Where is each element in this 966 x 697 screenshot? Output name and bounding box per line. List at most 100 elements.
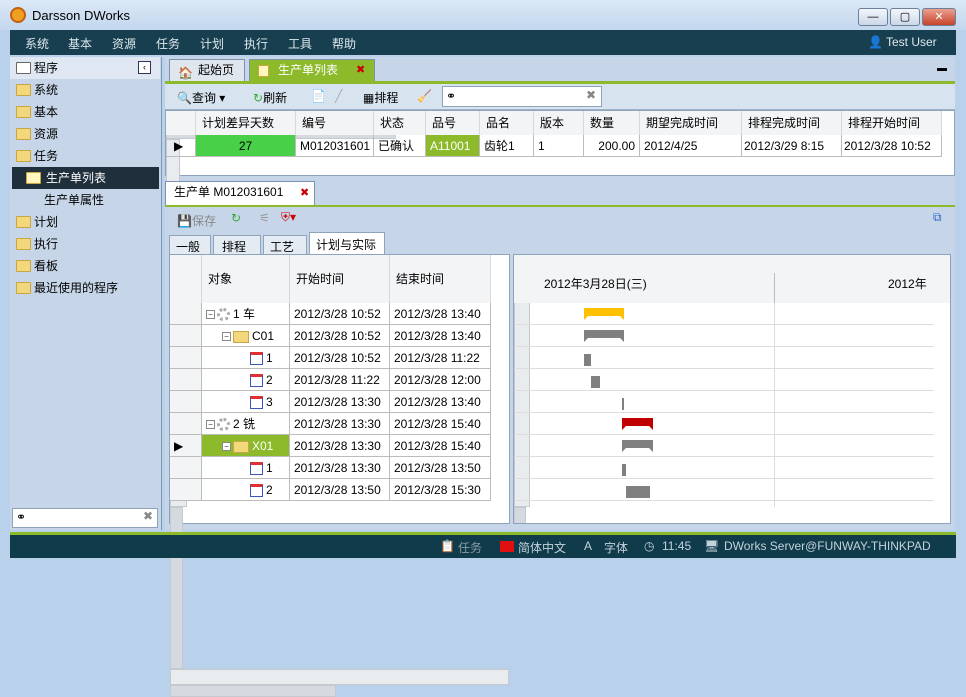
end-time-cell[interactable]: 2012/3/28 15:30 xyxy=(390,479,491,501)
subtab-general[interactable]: 一般 xyxy=(169,235,211,255)
query-button[interactable]: 🔍查询 ▾ xyxy=(177,91,226,105)
close-button[interactable]: ✕ xyxy=(922,8,956,26)
clear-search-icon[interactable]: ✖ xyxy=(585,88,596,102)
shield-icon[interactable]: ⛨▾ xyxy=(281,210,297,224)
menu-basic[interactable]: 基本 xyxy=(68,37,93,51)
column-header[interactable]: 数量 xyxy=(584,111,640,135)
tree-node[interactable]: 3 xyxy=(202,391,290,413)
end-time-cell[interactable]: 2012/3/28 13:40 xyxy=(390,303,491,325)
row-selector[interactable]: ▶ xyxy=(166,135,196,157)
table-cell[interactable]: A11001 xyxy=(426,135,480,157)
table-cell[interactable]: 齿轮1 xyxy=(480,135,534,157)
sidebar-item-system[interactable]: 系统 xyxy=(10,79,160,101)
row-selector[interactable] xyxy=(170,457,202,479)
start-time-cell[interactable]: 2012/3/28 10:52 xyxy=(290,325,390,347)
table-cell[interactable]: 2012/3/28 10:52 xyxy=(842,135,942,157)
gantt-bar[interactable] xyxy=(621,440,653,452)
column-header[interactable]: 排程开始时间 xyxy=(842,111,942,135)
tab-order-detail[interactable]: 生产单 M012031601 ✖ xyxy=(165,181,315,206)
end-time-cell[interactable]: 2012/3/28 11:22 xyxy=(390,347,491,369)
column-header[interactable]: 品名 xyxy=(480,111,534,135)
menu-resource[interactable]: 资源 xyxy=(112,37,137,51)
menu-system[interactable]: 系统 xyxy=(25,37,50,51)
table-cell[interactable]: M012031601 xyxy=(296,135,374,157)
gantt-bar[interactable] xyxy=(626,486,651,498)
subtab-schedule[interactable]: 排程 xyxy=(213,235,261,255)
column-header[interactable]: 期望完成时间 xyxy=(640,111,742,135)
menu-execute[interactable]: 执行 xyxy=(244,37,269,51)
flow-icon[interactable]: ⚟ xyxy=(259,211,270,225)
start-time-cell[interactable]: 2012/3/28 13:30 xyxy=(290,435,390,457)
row-selector[interactable] xyxy=(170,413,202,435)
new-button[interactable]: 📄 xyxy=(311,89,326,103)
sidebar-item-board[interactable]: 看板 xyxy=(10,255,160,277)
collapse-toggle-icon[interactable]: − xyxy=(206,420,215,430)
row-selector[interactable] xyxy=(170,303,202,325)
table-cell[interactable]: 27 xyxy=(196,135,296,157)
gantt-bar[interactable] xyxy=(621,464,627,476)
start-time-cell[interactable]: 2012/3/28 13:30 xyxy=(290,413,390,435)
maximize-button[interactable]: ▢ xyxy=(890,8,920,26)
subtab-process[interactable]: 工艺 xyxy=(263,235,307,255)
schedule-button[interactable]: ▦排程 xyxy=(363,91,399,105)
end-time-cell[interactable]: 2012/3/28 13:40 xyxy=(390,391,491,413)
language-menu[interactable]: 简体中文 xyxy=(518,541,567,555)
end-time-cell[interactable]: 2012/3/28 13:40 xyxy=(390,325,491,347)
refresh-icon[interactable]: ↻ xyxy=(231,211,242,225)
close-tab-icon[interactable]: ✖ xyxy=(356,64,366,76)
tree-node[interactable]: 2 xyxy=(202,479,290,501)
close-tab-icon[interactable]: ✖ xyxy=(300,187,310,199)
sidebar-item-order-list[interactable]: 生产单列表 xyxy=(12,167,159,189)
column-header[interactable]: 版本 xyxy=(534,111,584,135)
minimize-button[interactable]: — xyxy=(858,8,888,26)
end-time-cell[interactable]: 2012/3/28 15:40 xyxy=(390,413,491,435)
gantt-bar[interactable] xyxy=(584,308,625,320)
start-time-cell[interactable]: 2012/3/28 13:30 xyxy=(290,391,390,413)
start-time-cell[interactable]: 2012/3/28 10:52 xyxy=(290,347,390,369)
tree-node[interactable]: − C01 xyxy=(202,325,290,347)
start-time-cell[interactable]: 2012/3/28 13:30 xyxy=(290,457,390,479)
column-header[interactable]: 状态 xyxy=(374,111,426,135)
row-selector[interactable] xyxy=(170,347,202,369)
clean-icon[interactable]: 🧹 xyxy=(417,89,432,103)
table-cell[interactable]: 2012/3/29 8:15 xyxy=(742,135,842,157)
gantt-bar[interactable] xyxy=(621,398,625,410)
end-time-cell[interactable]: 2012/3/28 12:00 xyxy=(390,369,491,391)
row-selector[interactable]: ▶ xyxy=(170,435,202,457)
tree-node[interactable]: 1 xyxy=(202,457,290,479)
horizontal-scrollbar[interactable] xyxy=(170,669,509,685)
collapse-toggle-icon[interactable]: − xyxy=(222,332,231,342)
tree-node[interactable]: 1 xyxy=(202,347,290,369)
subtab-plan-actual[interactable]: 计划与实际 xyxy=(309,232,385,255)
row-selector[interactable] xyxy=(170,479,202,501)
table-cell[interactable]: 已确认 xyxy=(374,135,426,157)
start-time-cell[interactable]: 2012/3/28 11:22 xyxy=(290,369,390,391)
clear-search-icon[interactable]: ✖ xyxy=(142,509,153,523)
row-selector[interactable] xyxy=(170,369,202,391)
sidebar-search[interactable]: ⚭ ✖ xyxy=(12,508,158,528)
refresh-button[interactable]: ↻刷新 xyxy=(253,91,288,105)
column-header[interactable]: 编号 xyxy=(296,111,374,135)
tab-home[interactable]: 🏠 起始页 xyxy=(169,59,245,81)
tab-order-list[interactable]: 生产单列表 ✖ xyxy=(249,59,375,81)
task-menu[interactable]: 任务 xyxy=(458,541,483,555)
scrollbar-thumb[interactable] xyxy=(514,507,526,523)
menu-help[interactable]: 帮助 xyxy=(332,37,357,51)
menu-tools[interactable]: 工具 xyxy=(288,37,313,51)
menu-task[interactable]: 任务 xyxy=(156,37,181,51)
tree-node[interactable]: − 1 车 xyxy=(202,303,290,325)
sidebar-item-resource[interactable]: 资源 xyxy=(10,123,160,145)
tree-node[interactable]: − X01 xyxy=(202,435,290,457)
table-cell[interactable]: 200.00 xyxy=(584,135,640,157)
tree-node[interactable]: − 2 铣 xyxy=(202,413,290,435)
gantt-bar[interactable] xyxy=(621,418,653,430)
sidebar-item-execute[interactable]: 执行 xyxy=(10,233,160,255)
gantt-bar[interactable] xyxy=(584,354,592,366)
list-search-input[interactable]: ⚭ ✖ xyxy=(442,86,602,107)
gantt-bar[interactable] xyxy=(584,330,625,342)
row-selector[interactable] xyxy=(170,325,202,347)
collapse-toggle-icon[interactable]: − xyxy=(222,442,231,452)
column-header[interactable]: 计划差异天数 xyxy=(196,111,296,135)
menu-plan[interactable]: 计划 xyxy=(200,37,225,51)
collapse-button[interactable]: ‹ xyxy=(138,61,151,74)
